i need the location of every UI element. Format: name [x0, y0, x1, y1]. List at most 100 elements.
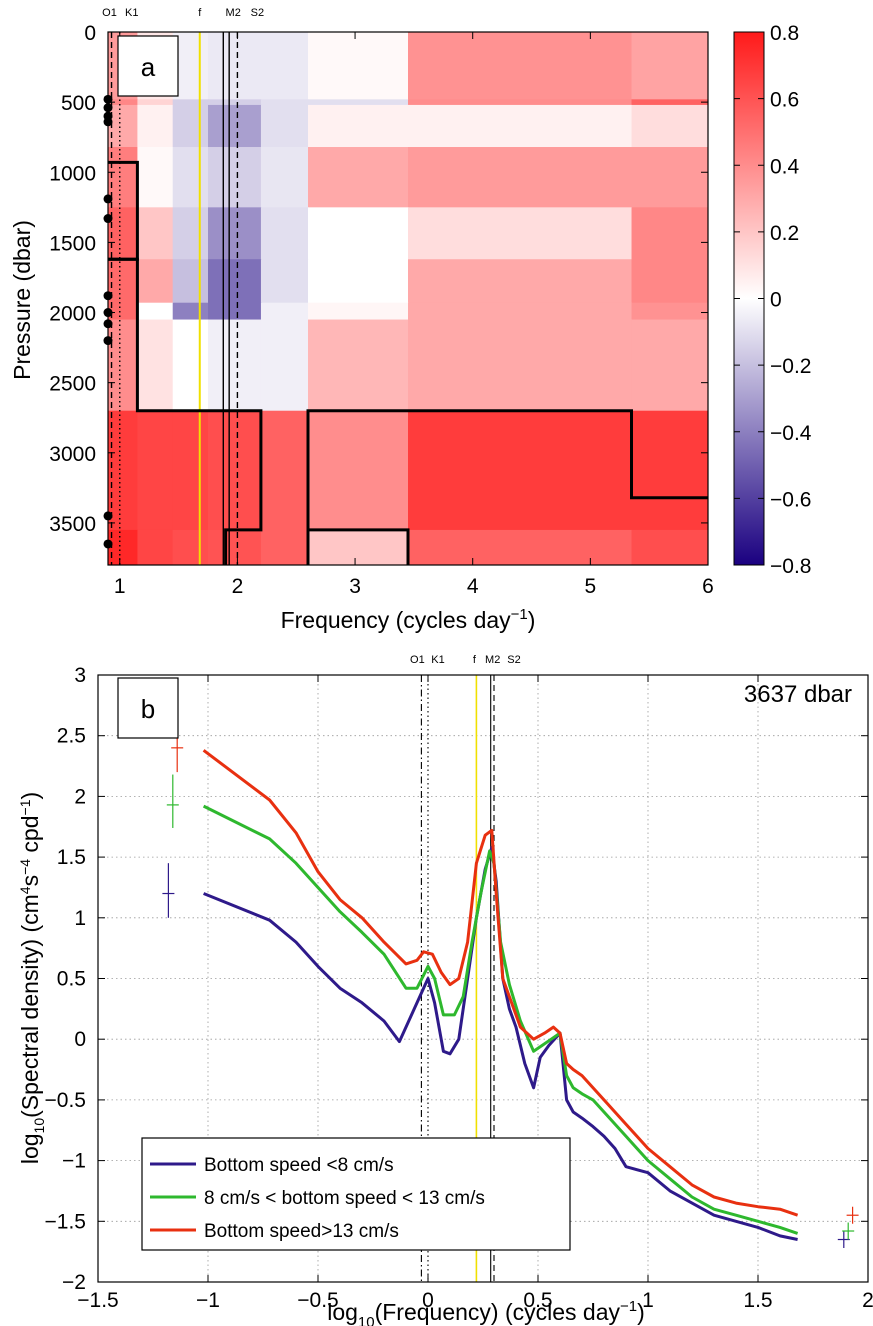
tidal-label-m2: M2	[226, 7, 241, 19]
heatmap-cell	[260, 147, 309, 208]
legend: Bottom speed <8 cm/s 8 cm/s < bottom spee…	[141, 1137, 571, 1251]
heatmap-cell	[208, 319, 262, 412]
y-tick-label-b: 2	[74, 785, 86, 808]
y-tick-label-b: −1	[62, 1150, 86, 1173]
heatmap-cell	[308, 207, 409, 260]
heatmap-cell	[631, 99, 708, 106]
heatmap-cell	[172, 302, 209, 321]
y-tick-label-a: 3500	[49, 513, 96, 536]
y-tick-label-a: 3000	[49, 443, 96, 466]
heatmap-cell	[172, 410, 209, 531]
heatmap-cell	[208, 32, 262, 100]
x-axis-label-b: log10(Frequency) (cycles day−1)	[327, 1298, 645, 1326]
y-ticks-b: −2 −1.5 −1 −0.5 0 0.5 1 1.5 2 2.5 3	[45, 664, 868, 1294]
tidal-label-f: f	[473, 654, 477, 666]
significance-contour	[306, 409, 708, 565]
heatmap-cell	[260, 104, 309, 148]
heatmap-cell	[208, 147, 262, 208]
heatmap-cell	[308, 99, 409, 106]
heatmap-cell	[137, 147, 174, 208]
legend-label-1: 8 cm/s < bottom speed < 13 cm/s	[204, 1188, 485, 1209]
heatmap-cell	[108, 104, 139, 148]
colorbar-tick-label: 0.4	[770, 155, 800, 178]
instrument-depth-dot	[103, 336, 113, 346]
x-axis-label-a: Frequency (cycles day−1)	[281, 606, 536, 633]
x-tick-label-a: 5	[585, 575, 597, 598]
instrument-depth-dot	[103, 539, 113, 549]
tidal-label-o1: O1	[102, 7, 117, 19]
tidal-lines-a	[110, 32, 239, 565]
heatmap-cell	[260, 410, 309, 531]
y-tick-label-a: 500	[61, 92, 96, 115]
heatmap-cell	[208, 410, 262, 531]
heatmap-cell	[260, 259, 309, 304]
heatmap-cell	[172, 259, 209, 304]
heatmap-cell	[260, 302, 309, 321]
x-ticks-b: −1.5 −1 −0.5 0 0.5 1 1.5 2	[77, 675, 873, 1312]
x-tick-label-b: −1.5	[77, 1289, 118, 1312]
heatmap-cell	[172, 32, 209, 100]
instrument-depth-dot	[103, 117, 113, 127]
y-tick-label-b: 0.5	[57, 968, 86, 991]
y-ticks-a: 0 500 1000 1500 2000 2500 3000 3500	[49, 22, 708, 536]
heatmap-cell	[631, 302, 708, 321]
x-tick-label-b: −1	[196, 1289, 220, 1312]
x-ticks-a: 1 2 3 4 5 6	[114, 32, 714, 598]
heatmap-cell	[260, 319, 309, 412]
tidal-labels-a: O1 K1 f M2 S2	[102, 7, 264, 19]
x-tick-label-b: 2	[862, 1289, 873, 1312]
heatmap-cell	[108, 147, 139, 208]
heatmap-cell	[137, 207, 174, 260]
heatmap-cell	[631, 410, 708, 531]
heatmap-cell	[208, 99, 262, 106]
instrument-depth-dot	[103, 319, 113, 329]
heatmap-cell	[408, 302, 633, 321]
heatmap-cell	[208, 104, 262, 148]
heatmap-cell	[631, 259, 708, 304]
tidal-label-k1: K1	[125, 7, 138, 19]
instrument-depth-dot	[103, 511, 113, 521]
y-axis-label-a: Pressure (dbar)	[9, 220, 35, 380]
colorbar-tick-label: −0.6	[770, 488, 811, 511]
tidal-label-m2: M2	[485, 654, 500, 666]
y-tick-label-a: 0	[84, 22, 96, 45]
x-tick-label-a: 3	[349, 575, 361, 598]
x-tick-label-b: 0.5	[523, 1289, 552, 1312]
colorbar-tick-label: 0.6	[770, 89, 799, 112]
heatmap-cell	[108, 207, 139, 260]
heatmap-cell	[108, 410, 139, 531]
instrument-depth-dot	[103, 103, 113, 113]
instrument-depth-dot	[103, 194, 113, 204]
significance-contour	[308, 528, 410, 565]
heatmap-cell	[631, 529, 708, 565]
heatmap-cell	[408, 259, 633, 304]
y-axis-label-b: log10(Spectral density) (cm4s−4 cpd−1)	[17, 792, 47, 1164]
series-lines	[202, 749, 799, 1241]
x-tick-label-a: 6	[702, 575, 714, 598]
series-line-2	[202, 749, 799, 1217]
heatmap-cell	[631, 207, 708, 260]
y-tick-label-b: −0.5	[45, 1089, 86, 1112]
heatmap-cell	[408, 207, 633, 260]
tidal-label-k1: K1	[431, 654, 444, 666]
colorbar-tick-label: 0	[770, 289, 782, 312]
tidal-label-s2: S2	[507, 654, 520, 666]
y-tick-label-b: −2	[62, 1271, 86, 1294]
heatmap-cell	[172, 529, 209, 565]
heatmap-cell	[172, 99, 209, 106]
x-tick-label-b: −0.5	[297, 1289, 338, 1312]
heatmap-cell	[172, 147, 209, 208]
colorbar-tick-label: 0.8	[770, 22, 799, 45]
legend-label-2: Bottom speed>13 cm/s	[204, 1221, 399, 1242]
heatmap-cell	[308, 410, 409, 531]
heatmap-cell	[308, 302, 409, 321]
colorbar-tick-label: −0.8	[770, 555, 811, 578]
tidal-label-s2: S2	[251, 7, 264, 19]
instrument-depth-dot	[103, 214, 113, 224]
y-tick-label-a: 2000	[49, 303, 96, 326]
heatmap-cell	[108, 99, 139, 106]
heatmap-cell	[408, 104, 633, 148]
y-tick-label-b: −1.5	[45, 1210, 86, 1233]
panel-label-a: a	[141, 52, 156, 82]
